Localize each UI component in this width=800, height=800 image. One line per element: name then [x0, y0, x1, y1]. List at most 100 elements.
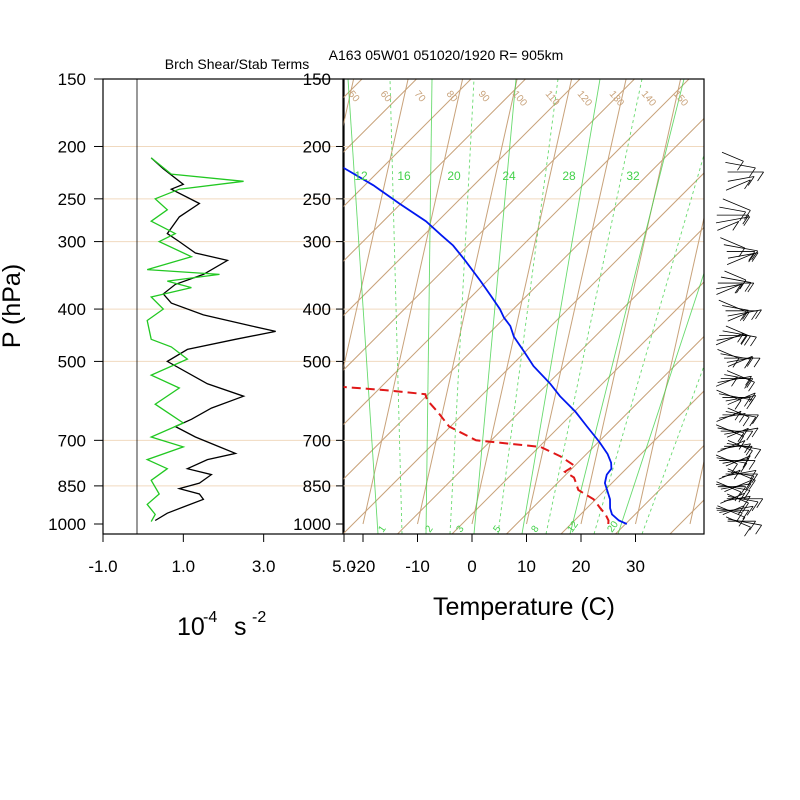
left-ytick-label-850: 850	[58, 477, 86, 496]
wind-barb	[725, 395, 757, 405]
isotherm-line	[417, 79, 518, 525]
left-ytick-label-250: 250	[58, 190, 86, 209]
isotherm-line	[145, 79, 245, 524]
left-x-axis-label-base: 10	[177, 613, 205, 641]
wind-barb	[727, 171, 764, 182]
isotherm-label: 120	[575, 89, 594, 109]
mixing-ratio-label-top: 24	[502, 169, 516, 183]
mixing-ratio-label-top: 20	[447, 169, 461, 183]
left-x-axis-label-unit: s	[234, 613, 247, 641]
adiabat-line	[615, 444, 704, 534]
wind-barb	[723, 244, 759, 261]
isotherm-line	[689, 459, 704, 525]
adiabat-line	[343, 117, 704, 481]
wind-barb	[715, 376, 738, 387]
isotherm-label: 70	[412, 89, 428, 105]
isotherm-label: 90	[476, 89, 492, 105]
mixing-ratio-label-bottom: 5	[491, 523, 503, 534]
left-ytick-label-1000: 1000	[48, 515, 86, 534]
left-panel-title: Brch Shear/Stab Terms	[165, 56, 309, 72]
wind-barb	[722, 198, 751, 220]
wind-barb	[727, 407, 750, 427]
wind-barb	[722, 505, 745, 516]
skewt-ytick-label-850: 850	[303, 477, 331, 496]
isotherm-line	[200, 79, 300, 524]
mixing-ratio-label-top: 32	[626, 169, 640, 183]
left-ytick-label-200: 200	[58, 137, 86, 156]
wind-barb	[727, 355, 753, 367]
isotherm-label: 150	[671, 89, 690, 109]
mixing-ratio-line	[449, 79, 475, 534]
shear-term-line	[150, 157, 276, 522]
wind-barb	[727, 311, 750, 322]
mixing-ratio-line	[641, 364, 704, 534]
wind-barb	[715, 332, 744, 346]
left-y-axis-label: P (hPa)	[0, 264, 26, 348]
mixing-ratio-line	[521, 79, 601, 534]
adiabat-line	[343, 79, 690, 426]
skewt-diagonal-grid	[91, 79, 800, 534]
wind-barb	[715, 454, 738, 474]
wind-barb	[726, 498, 764, 508]
left-x-ticks: -1.0 1.0 3.0 5.0	[88, 534, 356, 576]
isotherm-line	[362, 79, 464, 525]
wind-barb	[717, 440, 746, 453]
wind-barb	[725, 161, 756, 178]
wind-barb	[720, 237, 746, 258]
adiabat-line	[343, 79, 581, 317]
mixing-ratio-label-top: 12	[354, 169, 368, 183]
mixing-ratio-line	[617, 271, 704, 534]
wind-barb	[716, 214, 750, 225]
isotherm-label: 60	[378, 89, 394, 105]
wind-barb	[722, 330, 757, 347]
skewt-xtick-label: 10	[517, 557, 536, 576]
wind-barb	[716, 283, 743, 294]
wind-barb	[718, 469, 741, 480]
wind-barb	[726, 252, 755, 266]
adiabat-line	[343, 79, 472, 208]
adiabat-line	[451, 281, 704, 534]
mixing-ratio-label-bottom: 12	[565, 519, 581, 535]
wind-barb	[727, 520, 756, 531]
left-ytick-label-400: 400	[58, 300, 86, 319]
wind-barb	[716, 389, 742, 410]
wind-barb	[725, 516, 751, 537]
left-xtick-label: 3.0	[252, 557, 276, 576]
wind-barbs	[715, 151, 764, 537]
dewpoint-line	[343, 385, 610, 525]
skewt-xtick-label: 0	[467, 557, 476, 576]
skewt-ytick-label-500: 500	[303, 352, 331, 371]
wind-barb	[726, 370, 755, 392]
wind-barb	[719, 206, 746, 222]
wind-barb	[717, 486, 747, 496]
mixing-ratio-label-top: 28	[562, 169, 576, 183]
wind-barb	[725, 179, 751, 191]
temperature-line	[343, 166, 628, 525]
skewt-ytick-label-150: 150	[303, 70, 331, 89]
wind-barb	[727, 518, 762, 535]
isotherm-line	[745, 79, 800, 524]
left-pressure-ticks: 150 200 250 300 400 500 700 850 1000	[48, 70, 103, 534]
mixing-ratio-lines	[347, 79, 704, 534]
sounding-title: A163 05W01 051020/1920 R= 905km	[329, 47, 564, 63]
wind-barb	[721, 151, 744, 171]
wind-barb	[717, 375, 752, 386]
mixing-ratio-label-top: 16	[397, 169, 411, 183]
left-ytick-label-300: 300	[58, 233, 86, 252]
left-ytick-label-700: 700	[58, 431, 86, 450]
mixing-ratio-line	[473, 79, 517, 534]
isotherm-line	[91, 79, 191, 524]
wind-barb	[720, 276, 752, 292]
adiabat-line	[669, 499, 704, 534]
skewt-temperature-ticks: -20 -10 0 10 20 30	[351, 534, 645, 576]
adiabat-line	[506, 335, 704, 534]
adiabat-line	[779, 79, 800, 534]
wind-barb	[716, 410, 742, 422]
isotherm-line	[580, 79, 682, 525]
mixing-ratio-line	[569, 79, 685, 534]
adiabat-line	[343, 79, 635, 372]
left-xtick-label: 5.0	[332, 557, 356, 576]
wind-barb	[717, 282, 755, 293]
